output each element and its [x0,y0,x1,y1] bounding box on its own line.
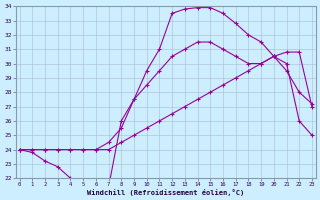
X-axis label: Windchill (Refroidissement éolien,°C): Windchill (Refroidissement éolien,°C) [87,189,244,196]
